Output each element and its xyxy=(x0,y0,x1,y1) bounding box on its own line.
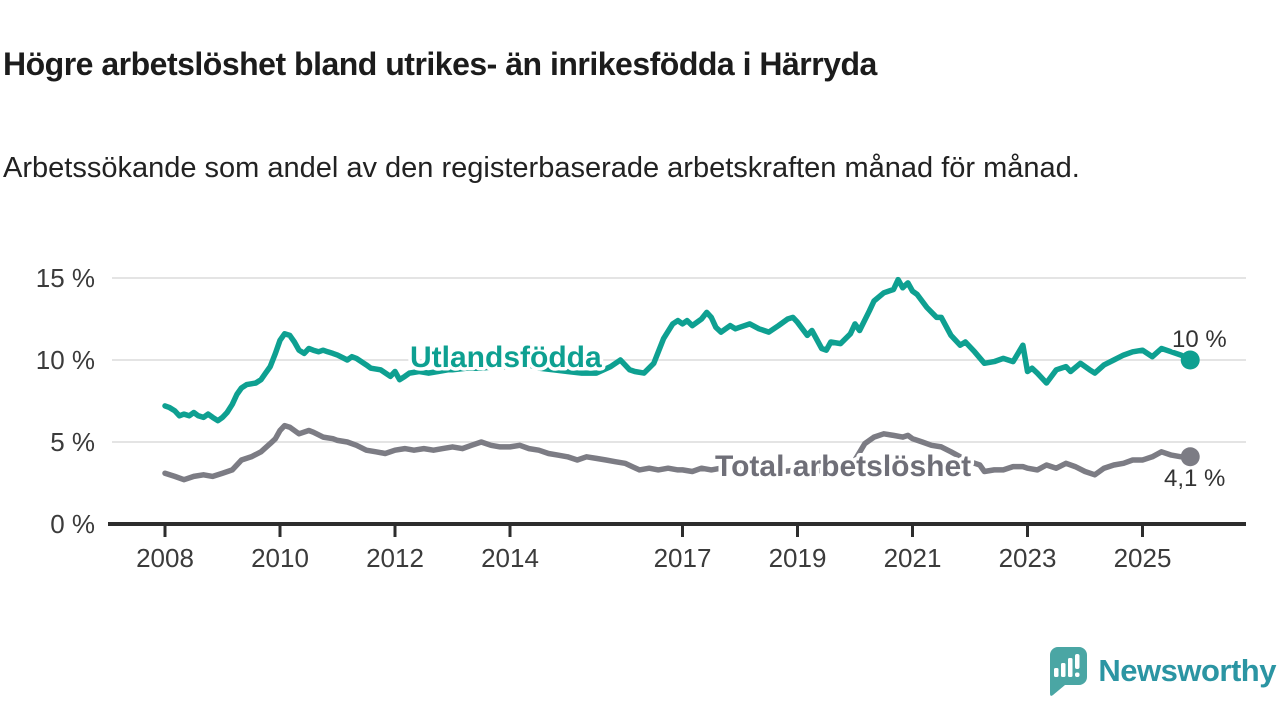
x-axis-label-2025: 2025 xyxy=(1114,543,1172,573)
y-axis-label-10: 10 % xyxy=(36,345,95,375)
x-axis-label-2012: 2012 xyxy=(366,543,424,573)
axis-labels-group: 0 % 5 % 10 % 15 % 2008 2010 2012 2014 2017 2019 20… xyxy=(36,263,1172,573)
series-end-dot-1 xyxy=(1180,447,1200,467)
y-axis-label-5: 5 % xyxy=(50,427,95,457)
newsworthy-bar-chart-bubble-icon xyxy=(1050,647,1088,696)
x-axis-label-2014: 2014 xyxy=(481,543,539,573)
x-axis-label-2017: 2017 xyxy=(654,543,712,573)
x-axis-label-2010: 2010 xyxy=(251,543,309,573)
x-axis-label-2008: 2008 xyxy=(136,543,194,573)
series-lines-group xyxy=(162,276,1200,483)
page-title: Högre arbetslöshet bland utrikes- än inr… xyxy=(3,46,877,83)
gridlines-group xyxy=(112,277,1246,443)
x-axis-label-2019: 2019 xyxy=(769,543,827,573)
x-axis-label-2023: 2023 xyxy=(999,543,1057,573)
y-axis-label-0: 0 % xyxy=(50,509,95,539)
series-end-dot-0 xyxy=(1180,350,1200,370)
series-line-1 xyxy=(162,422,1193,483)
end-value-label-total: 4,1 % xyxy=(1164,465,1225,492)
end-value-label-utlandsfodda: 10 % xyxy=(1172,326,1227,353)
page-subtitle: Arbetssökande som andel av den registerb… xyxy=(3,152,1080,184)
x-axis-label-2021: 2021 xyxy=(884,543,942,573)
newsworthy-logo-text: Newsworthy xyxy=(1098,653,1276,688)
series-label-utlandsfodda: Utlandsfödda xyxy=(410,341,602,374)
newsworthy-logo: Newsworthy xyxy=(1046,646,1276,696)
series-line-0 xyxy=(162,276,1193,424)
series-label-total-arbetsloshet: Total arbetslöshet xyxy=(715,450,971,483)
y-axis-label-15: 15 % xyxy=(36,263,95,293)
axis-ticks-group xyxy=(163,524,1144,537)
